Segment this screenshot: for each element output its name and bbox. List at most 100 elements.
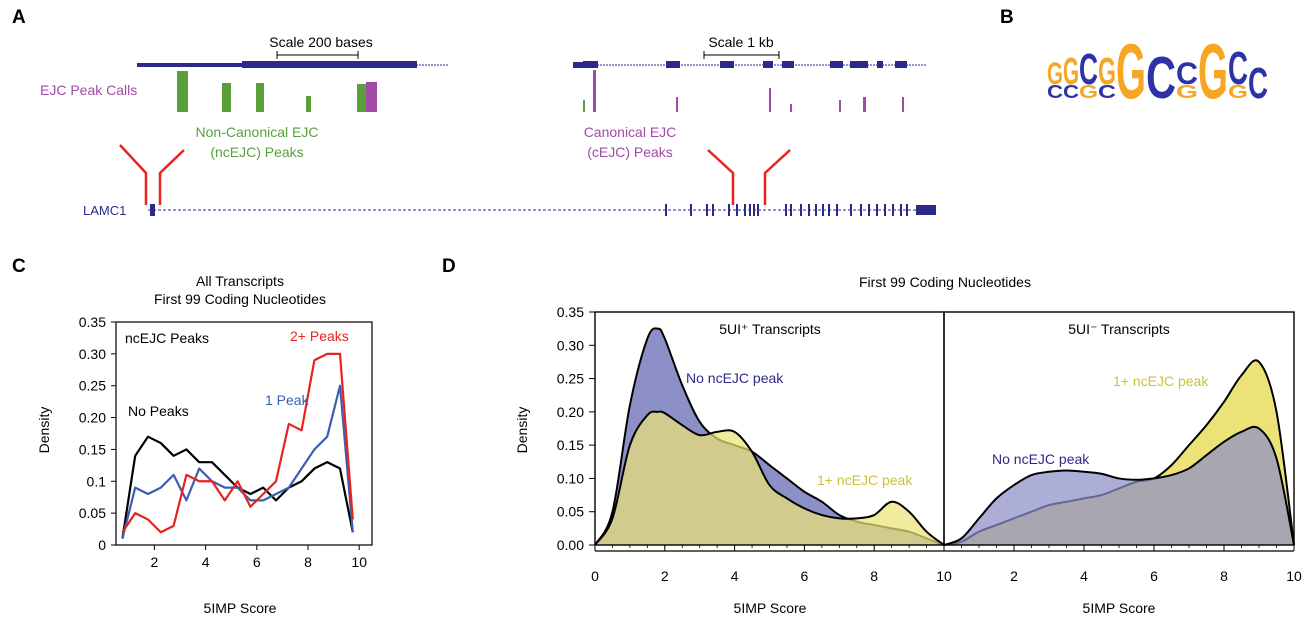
lamc1-exon [808,204,810,216]
panel-c-title: All Transcripts [196,273,284,289]
lamc1-exon [906,204,908,216]
panel-d-label-right-1plus: 1+ ncEJC peak [1113,373,1209,389]
lamc1-exon [690,204,692,216]
lamc1-exon [836,204,838,216]
panel-d-xtick-label: 2 [1010,568,1018,584]
scale-label-right: Scale 1 kb [708,34,774,50]
panel-c-series-label-no-peaks: No Peaks [128,403,189,419]
panel-d-label-left-no-peak: No ncEJC peak [686,370,784,386]
logo-letter-top: C [1248,60,1268,108]
panel-c-series-label-2-peaks: 2+ Peaks [290,328,349,344]
panel-c-xtick-label: 8 [304,554,312,570]
panel-c-ytick-label: 0.20 [79,410,106,426]
panel-c-line-chart: 2 4 6 8 10 0 0.05 0.1 0.15 0.20 0.25 0.30 0.35 [79,314,373,570]
panel-a-letter: A [12,7,26,28]
lamc1-exon [800,204,802,216]
scale-label-left: Scale 200 bases [269,34,373,50]
lamc1-exon [815,204,817,216]
panel-d-facet-title-left: 5UI⁺ Transcripts [719,321,821,337]
panel-d-ytick-label: 0.05 [557,504,584,520]
lamc1-exon [850,204,852,216]
panel-d-facet-title-right: 5UI⁻ Transcripts [1068,321,1170,337]
panel-d-xtick-label: 10 [1286,568,1302,584]
lamc1-exon [892,204,894,216]
logo-letter-top: G [1116,27,1146,115]
logo-letter-bottom: G [1228,82,1248,103]
lamc1-exon [822,204,824,216]
panel-d-ytick-label: 0.00 [557,537,584,553]
logo-letter-top: G [1098,51,1116,93]
panel-d-xtick-label: 8 [1220,568,1228,584]
lamc1-exon [753,204,755,216]
panel-d-xlabel-right: 5IMP Score [1083,600,1156,616]
logo-letter-top: G [1047,56,1063,91]
panel-d-ytick-label: 0.25 [557,371,584,387]
nc-peak-bars-left [177,71,377,112]
logo-letter-bottom: C [1098,82,1116,103]
panel-d-right-line-no-peak [943,425,1295,546]
panel-c-legend-title: ncEJC Peaks [125,330,209,346]
panel-c-ytick-label: 0.15 [79,441,106,457]
lamc1-exon [868,204,870,216]
logo-letter-top: C [1079,46,1098,94]
panel-d-ytick-label: 0.15 [557,437,584,453]
track-label: EJC Peak Calls [40,82,137,98]
panel-c-ytick-label: 0.25 [79,378,106,394]
lamc1-exon [790,204,792,216]
scale-bar-left [276,51,359,59]
panel-d-ytick-label: 0.35 [557,304,584,320]
panel-d-xtick-label: 6 [801,568,809,584]
logo-letter-top: C [1228,42,1248,94]
canonical-label-line2: (cEJC) Peaks [587,144,673,160]
lamc1-exon [757,204,759,216]
panel-d-xtick-label: 2 [661,568,669,584]
lamc1-exon [884,204,886,216]
canonical-label-line1: Canonical EJC [584,124,677,140]
panel-c-ytick-label: 0.30 [79,346,106,362]
zoom-right-gene-model [573,61,927,68]
panel-c-xtick-label: 2 [151,554,159,570]
panel-d-ylabel: Density [514,407,530,454]
panel-c-letter: C [12,256,26,277]
lamc1-exon [749,204,751,216]
lamc1-exon [785,204,787,216]
sequence-logo: GC GC CG GC G C CG G CG C [1047,27,1268,115]
logo-letter-bottom: C [1047,82,1063,103]
panel-d-title: First 99 Coding Nucleotides [859,274,1031,290]
scale-bar-right [703,51,780,59]
panel-d-area-chart: 0 2 4 6 8 10 2 4 6 8 10 0.00 0.05 0.10 0.15 0.20 0.25 0.3… [557,304,1302,584]
panel-d-label-left-1plus: 1+ ncEJC peak [817,472,913,488]
zoom-left-gene-model [137,61,448,68]
panel-c-series-2-peaks [121,352,354,534]
panel-c-plot-frame [115,321,373,546]
logo-letter-top: G [1063,51,1079,93]
lamc1-exon [712,204,714,216]
logo-letter-top: C [1176,56,1198,91]
panel-d-xlabel-left: 5IMP Score [734,600,807,616]
panel-c-xtick-label: 10 [351,554,367,570]
zoom-connector-lines [119,144,791,205]
panel-c-series-1-peak [121,384,354,539]
panel-d-xtick-label: 6 [1150,568,1158,584]
panel-c-ylabel: Density [36,407,52,454]
gene-name-label: LAMC1 [83,203,126,218]
panel-d-letter: D [442,256,456,277]
panel-d-ytick-label: 0.30 [557,337,584,353]
panel-d-left-area-1plus-peak [595,411,944,545]
panel-d-xtick-label: 0 [591,568,599,584]
panel-c-xtick-label: 6 [253,554,261,570]
panel-c-ytick-label: 0.05 [79,505,106,521]
panel-c-xtick-label: 4 [202,554,210,570]
lamc1-exon [828,204,830,216]
panel-d-xtick-label: 8 [870,568,878,584]
panel-c-xlabel: 5IMP Score [204,600,277,616]
panel-c-ytick-label: 0.1 [87,473,107,489]
lamc1-gene-model [148,204,936,216]
panel-d-ytick-label: 0.20 [557,404,584,420]
c-peak-bars-right [583,70,904,112]
panel-b-letter: B [1000,7,1014,28]
panel-d-right-area-no-peak [944,426,1294,545]
lamc1-exon [736,204,738,216]
panel-d-xtick-label: 4 [1080,568,1088,584]
